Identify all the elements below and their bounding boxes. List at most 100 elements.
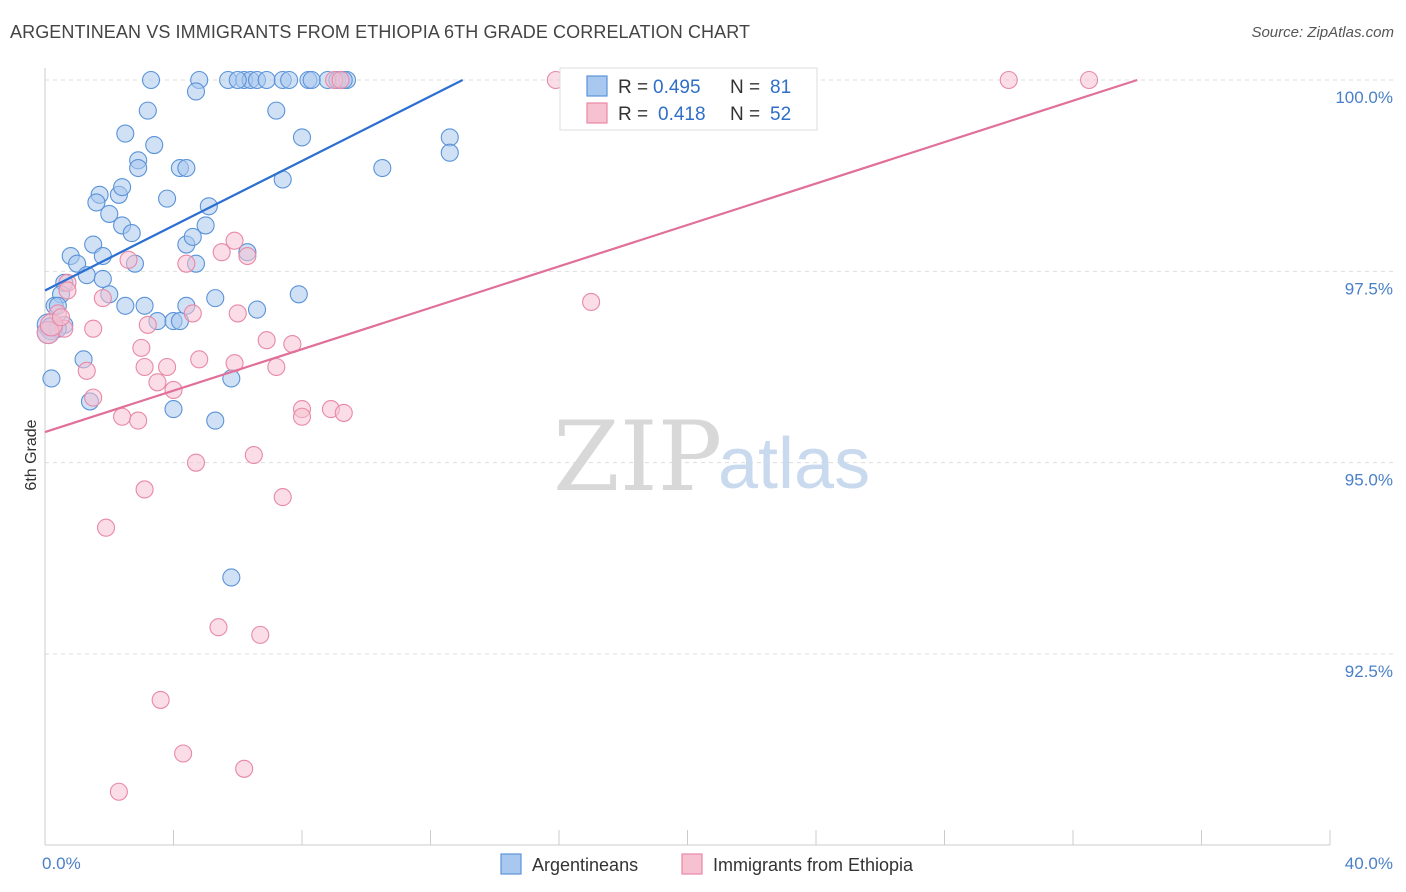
ethiopia-point-34 <box>334 403 353 422</box>
y-tick-label-1: 95.0% <box>1345 471 1393 490</box>
ethiopia-point-28 <box>77 361 96 380</box>
watermark-atlas: atlas <box>718 424 870 504</box>
legend-n-label-1: N = <box>730 77 760 98</box>
ethiopia-point-27 <box>267 357 286 377</box>
source-label: Source: ZipAtlas.com <box>1251 24 1394 41</box>
y-tick-label-2: 97.5% <box>1345 279 1393 298</box>
argentineans-point-36 <box>100 204 119 223</box>
argentineans-point-32 <box>113 178 132 197</box>
ethiopia-point-46 <box>174 744 193 763</box>
ethiopia-point-7 <box>238 246 257 266</box>
x-tick-label-0: 0.0% <box>42 854 81 873</box>
argentineans-point-26 <box>440 128 459 147</box>
ethiopia-point-38 <box>244 445 263 465</box>
argentineans-point-0 <box>141 70 161 90</box>
y-tick-labels: 92.5% 95.0% 97.5% 100.0% <box>1335 88 1393 681</box>
argentineans-point-33 <box>87 193 106 212</box>
ethiopia-point-13 <box>228 304 247 323</box>
y-axis-label: 6th Grade <box>23 419 40 490</box>
ethiopia-point-5 <box>225 231 244 250</box>
ethiopia-point-35 <box>292 407 312 426</box>
argentineans-point-47 <box>93 269 112 289</box>
chart-title: ARGENTINEAN VS IMMIGRANTS FROM ETHIOPIA … <box>10 22 751 42</box>
ethiopia-point-31 <box>84 388 103 407</box>
argentineans-point-14 <box>302 70 321 90</box>
ethiopia-point-47 <box>235 759 254 778</box>
argentineans-point-16 <box>186 82 206 101</box>
argentineans-point-24 <box>177 158 196 178</box>
ethiopia-point-26 <box>158 357 177 377</box>
argentineans-point-34 <box>158 189 177 208</box>
argentineans-point-6 <box>228 70 247 90</box>
watermark-zip: ZIP <box>553 401 722 513</box>
ethiopia-point-42 <box>96 518 116 537</box>
argentineans-point-75 <box>222 568 241 587</box>
ethiopia-point-41 <box>273 488 292 507</box>
ethiopia-point-44 <box>251 625 270 644</box>
trend-lines <box>44 78 1138 434</box>
y-tick-label-3: 100.0% <box>1335 88 1393 107</box>
series-legend: Argentineans Immigrants from Ethiopia <box>500 853 914 875</box>
argentineans-point-65 <box>247 300 267 319</box>
y-tick-label-0: 92.5% <box>1345 662 1393 681</box>
argentineans-point-55 <box>135 296 154 315</box>
argentineans-point-27 <box>440 143 459 162</box>
ethiopia-point-3 <box>999 70 1018 90</box>
ethiopia-point-18 <box>84 319 103 338</box>
x-tick-labels: 0.0% 40.0% <box>42 854 1393 873</box>
ethiopia-point-6 <box>212 243 231 262</box>
ethiopia-point-22 <box>132 338 151 357</box>
legend-n-value-2: 52 <box>770 104 791 125</box>
legend-r-value-2: 0.418 <box>658 104 706 125</box>
ethiopia-point-20 <box>257 331 276 350</box>
argentineans-point-22 <box>129 158 148 178</box>
bottom-legend-swatch-argentineans <box>500 853 522 875</box>
argentineans-point-9 <box>280 70 299 90</box>
ethiopia-trend-line <box>44 78 1138 434</box>
ethiopia-point-8 <box>177 254 196 273</box>
legend-n-label-2: N = <box>730 104 760 125</box>
ethiopia-point-37 <box>129 411 148 430</box>
argentineans-point-7 <box>257 70 276 90</box>
argentineans-point-20 <box>145 136 164 155</box>
ethiopia-point-29 <box>148 373 167 392</box>
ethiopia-point-23 <box>190 350 209 369</box>
legend-n-value-1: 81 <box>770 77 791 98</box>
ethiopia-point-39 <box>186 453 206 472</box>
argentineans-point-19 <box>116 124 135 143</box>
ethiopia-point-25 <box>135 357 154 377</box>
ethiopia-point-15 <box>183 304 202 323</box>
argentineans-point-18 <box>267 101 286 120</box>
argentineans-point-39 <box>196 216 215 235</box>
ethiopia-point-11 <box>58 281 77 300</box>
axes <box>44 68 1331 846</box>
ethiopia-point-12 <box>93 289 112 308</box>
argentineans-point-74 <box>206 411 225 430</box>
ethiopia-point-43 <box>209 618 228 637</box>
argentineans-point-17 <box>138 101 157 120</box>
legend-r-value-1: 0.495 <box>653 77 701 98</box>
argentineans-point-35 <box>199 197 218 216</box>
argentineans-point-54 <box>116 296 135 315</box>
argentineans-point-28 <box>373 158 392 178</box>
legend-swatch-ethiopia <box>586 102 608 124</box>
argentineans-point-57 <box>206 289 225 308</box>
bottom-legend-argentineans: Argentineans <box>532 855 638 875</box>
x-tick-label-1: 40.0% <box>1345 854 1393 873</box>
ethiopia-point-49 <box>582 292 601 311</box>
argentineans-point-38 <box>122 224 141 243</box>
ethiopia-point-16 <box>138 315 157 334</box>
ethiopia-point-36 <box>113 407 132 426</box>
argentineans-point-71 <box>42 369 61 388</box>
stats-legend: R = 0.495 N = 81 R = 0.418 N = 52 <box>559 67 818 131</box>
ethiopia-point-51 <box>52 308 71 327</box>
argentineans-point-25 <box>292 128 312 147</box>
data-points <box>36 70 1099 801</box>
legend-r-label-1: R = <box>618 77 648 98</box>
ethiopia-point-9 <box>119 250 138 269</box>
legend-r-label-2: R = <box>618 104 648 125</box>
argentineans-trend-line <box>44 79 464 292</box>
ethiopia-point-1 <box>331 70 350 90</box>
ethiopia-point-4 <box>1080 70 1099 90</box>
